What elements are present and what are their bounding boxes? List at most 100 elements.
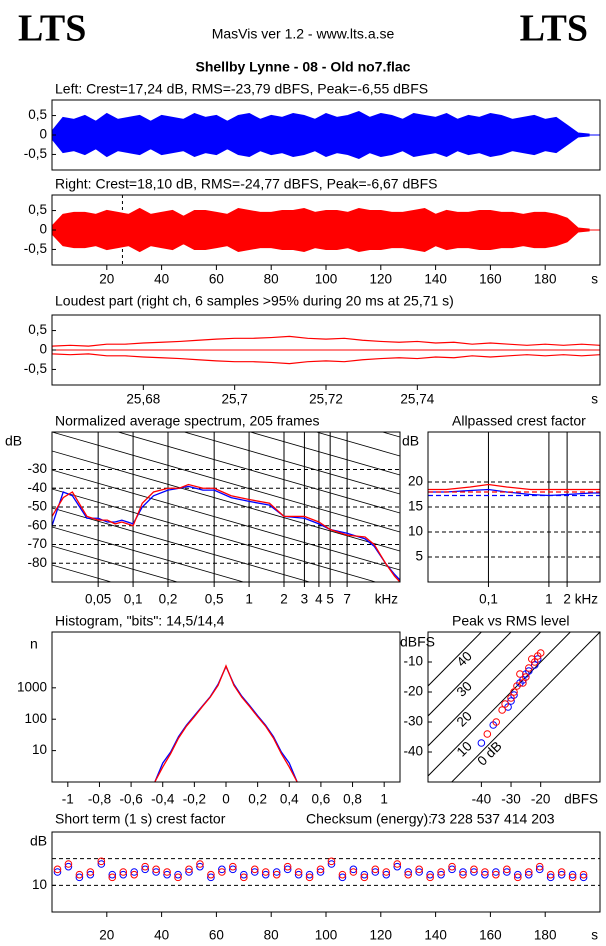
point <box>53 868 62 876</box>
y-axis-label: n <box>30 636 38 652</box>
point <box>141 865 149 874</box>
point <box>207 873 215 882</box>
x-axis-label: kHz <box>375 592 398 607</box>
x-tick-label: 2 <box>280 592 288 607</box>
point <box>507 694 515 702</box>
point <box>174 873 182 882</box>
y-tick-label: 0,5 <box>28 202 47 217</box>
plot-frame <box>51 831 601 913</box>
plot-frame <box>51 194 601 266</box>
point <box>498 706 506 714</box>
point <box>492 718 501 726</box>
x-tick-label: 0,1 <box>479 592 498 607</box>
x-tick-label: 40 <box>154 272 169 287</box>
x-tick-label: 0,4 <box>280 792 299 807</box>
point <box>546 870 555 879</box>
plot-area <box>428 432 600 582</box>
x-tick-label: 0,2 <box>248 792 267 807</box>
panel-title: Short term (1 s) crest factor <box>55 811 226 827</box>
reference-slope <box>248 432 400 476</box>
y-tick-label: 0 <box>39 127 47 142</box>
x-tick-label: 25,74 <box>400 392 434 407</box>
x-tick-label: 0,5 <box>205 592 224 607</box>
point <box>75 870 84 879</box>
y-tick-label: 0,5 <box>28 322 47 337</box>
y-axis-label: dB <box>5 433 22 449</box>
x-tick-label: 7 <box>343 592 351 607</box>
reference-slope <box>52 488 378 582</box>
point <box>283 862 292 871</box>
reference-slope <box>182 432 400 495</box>
plot-frame <box>51 631 401 783</box>
point <box>437 868 445 876</box>
point <box>514 873 522 882</box>
checksum: 73 228 537 414 203 <box>430 811 555 827</box>
point <box>141 862 149 871</box>
crest-line <box>451 632 600 782</box>
point <box>393 862 402 871</box>
point <box>522 673 530 681</box>
plot-frame <box>51 314 601 386</box>
x-tick-label: -0,4 <box>151 792 175 807</box>
plot-area <box>52 111 600 159</box>
plot-frame <box>427 631 601 783</box>
plot-frame <box>51 99 601 171</box>
point <box>86 868 95 876</box>
y-tick-label: -40 <box>403 744 423 759</box>
y-tick-label: 10 <box>32 877 47 892</box>
point <box>261 870 270 879</box>
point <box>557 870 566 879</box>
x-tick-label: 1 <box>545 592 553 607</box>
x-axis-label: kHz <box>575 592 598 607</box>
point <box>86 870 95 879</box>
point <box>75 873 84 882</box>
x-tick-label: 0,8 <box>343 792 362 807</box>
point <box>316 865 325 874</box>
x-tick-label: -0,2 <box>183 792 206 807</box>
reference-slope <box>116 432 400 514</box>
reference-slope <box>52 469 400 571</box>
x-tick-label: 180 <box>534 272 557 287</box>
point <box>261 868 270 876</box>
point <box>382 870 391 879</box>
y-tick-label: 0,5 <box>28 107 47 122</box>
point <box>250 865 259 874</box>
series-line <box>154 664 298 782</box>
y-tick-label: -0,5 <box>24 361 47 376</box>
logo-right: LTS <box>520 8 588 50</box>
point <box>174 870 182 879</box>
y-axis-label: dB <box>30 833 47 849</box>
x-tick-label: 100 <box>315 272 338 287</box>
point <box>483 730 492 738</box>
point <box>185 868 193 876</box>
plot-area <box>52 335 600 365</box>
point <box>448 865 456 874</box>
y-tick-label: 20 <box>408 474 423 489</box>
point <box>130 870 138 879</box>
x-tick-label: 2 <box>563 592 571 607</box>
y-tick-label: -10 <box>403 654 423 669</box>
panel-title: Peak vs RMS level <box>452 613 569 629</box>
point <box>426 873 434 882</box>
point <box>426 870 434 879</box>
plot-frame <box>427 431 601 583</box>
point <box>97 860 106 868</box>
series-line <box>428 488 600 497</box>
x-tick-label: 0,1 <box>124 592 143 607</box>
point <box>519 679 527 687</box>
point <box>305 873 314 882</box>
crest-line <box>428 632 542 747</box>
point <box>240 873 248 882</box>
x-tick-label: 0,05 <box>85 592 111 607</box>
panel-title: Histogram, "bits": 14,5/14,4 <box>55 613 225 629</box>
plot-area <box>154 664 298 782</box>
point <box>371 865 380 874</box>
point <box>207 870 215 879</box>
x-tick-label: 20 <box>99 928 114 943</box>
y-tick-label: -0,5 <box>24 146 47 161</box>
point <box>503 868 511 876</box>
point <box>229 865 237 874</box>
y-tick-label: -20 <box>403 684 423 699</box>
point <box>525 667 533 675</box>
